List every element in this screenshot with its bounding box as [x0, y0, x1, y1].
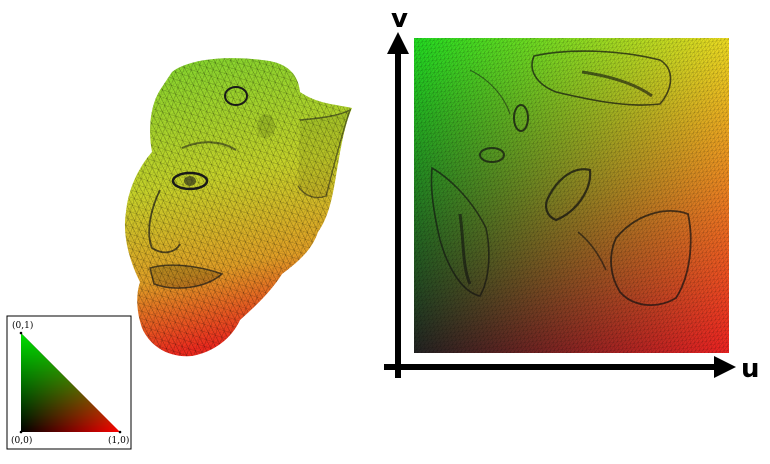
u-axis-arrowhead [714, 356, 736, 378]
face-mesh [124, 58, 352, 357]
uv-square [414, 38, 729, 353]
legend-label-top: (0,1) [12, 320, 33, 331]
legend-label-origin: (0,0) [11, 435, 32, 446]
uv-island-upper-right [531, 50, 672, 106]
legend-label-right: (1,0) [108, 435, 129, 446]
uv-plot: v u [384, 4, 760, 384]
v-axis-label: v [391, 4, 408, 34]
uv-island-eye [545, 168, 592, 222]
u-axis-label: u [741, 354, 760, 384]
uv-island-left [430, 166, 490, 297]
uv-island-lower-right [610, 210, 692, 306]
color-legend: (0,1) (0,0) (1,0) [6, 315, 132, 450]
v-axis-arrowhead [387, 32, 409, 54]
